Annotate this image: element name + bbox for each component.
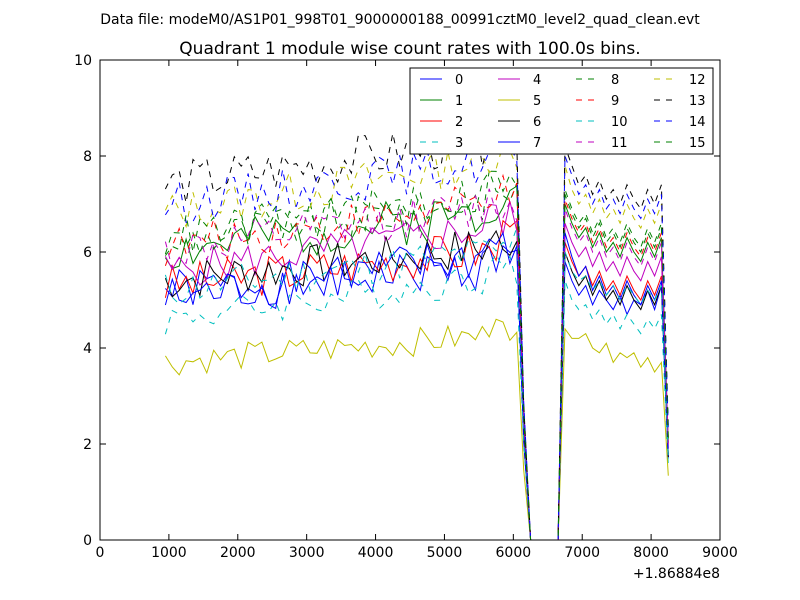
legend-label-3: 3 xyxy=(455,136,463,151)
chart-title: Quadrant 1 module wise count rates with … xyxy=(179,39,640,59)
series-line-14 xyxy=(164,135,669,541)
x-tick-label: 2000 xyxy=(220,545,256,561)
legend-label-6: 6 xyxy=(533,115,541,130)
legend-label-13: 13 xyxy=(689,94,706,109)
y-tick-label: 8 xyxy=(83,149,92,165)
axis-layer: 0 1000 2000 3000 4000 5000 6000 7000 8000 9000 0 2 4… xyxy=(74,53,738,561)
legend-label-2: 2 xyxy=(455,115,463,130)
data-file-label: Data file: modeM0/AS1P01_998T01_90000001… xyxy=(100,12,700,28)
series-line-0 xyxy=(165,244,669,541)
series-line-6 xyxy=(164,229,669,541)
legend-label-5: 5 xyxy=(533,94,541,109)
x-tick-label: 4000 xyxy=(358,545,394,561)
x-tick-label: 3000 xyxy=(289,545,325,561)
legend-label-10: 10 xyxy=(611,115,628,130)
x-tick-label: 0 xyxy=(96,545,105,561)
series-line-3 xyxy=(164,253,669,541)
legend-label-0: 0 xyxy=(455,73,463,88)
x-offset-label: +1.86884e8 xyxy=(633,566,720,582)
legend-label-15: 15 xyxy=(689,136,706,151)
legend-label-7: 7 xyxy=(533,136,541,151)
legend-label-8: 8 xyxy=(611,73,619,88)
series-line-2 xyxy=(164,219,669,541)
series-line-5 xyxy=(164,318,669,541)
series-line-11 xyxy=(164,188,669,541)
series-line-8 xyxy=(164,170,669,541)
legend-box xyxy=(409,67,714,155)
y-tick-label: 10 xyxy=(74,53,92,69)
y-tick-label: 0 xyxy=(83,533,92,549)
series-line-13 xyxy=(164,108,669,541)
series-line-4 xyxy=(164,201,669,541)
plot-frame xyxy=(99,59,721,541)
series-line-12 xyxy=(164,143,669,541)
legend-label-9: 9 xyxy=(611,94,619,109)
y-tick-label: 6 xyxy=(83,245,92,261)
series-line-7 xyxy=(164,231,669,541)
legend-label-12: 12 xyxy=(689,73,706,88)
legend-label-1: 1 xyxy=(455,94,463,109)
x-tick-label: 8000 xyxy=(633,545,669,561)
x-tick-label: 6000 xyxy=(496,545,532,561)
series-line-15 xyxy=(165,170,669,541)
series-line-10 xyxy=(164,227,669,541)
x-tick-label: 5000 xyxy=(427,545,463,561)
x-tick-label: 9000 xyxy=(702,545,738,561)
x-tick-label: 1000 xyxy=(151,545,187,561)
y-tick-label: 4 xyxy=(83,341,92,357)
series-line-1 xyxy=(164,185,669,541)
legend-label-11: 11 xyxy=(611,136,628,151)
x-tick-label: 7000 xyxy=(564,545,600,561)
y-tick-label: 2 xyxy=(83,437,92,453)
legend-label-4: 4 xyxy=(533,73,541,88)
series-layer xyxy=(164,108,669,541)
series-line-9 xyxy=(164,173,669,541)
legend-label-14: 14 xyxy=(689,115,706,130)
